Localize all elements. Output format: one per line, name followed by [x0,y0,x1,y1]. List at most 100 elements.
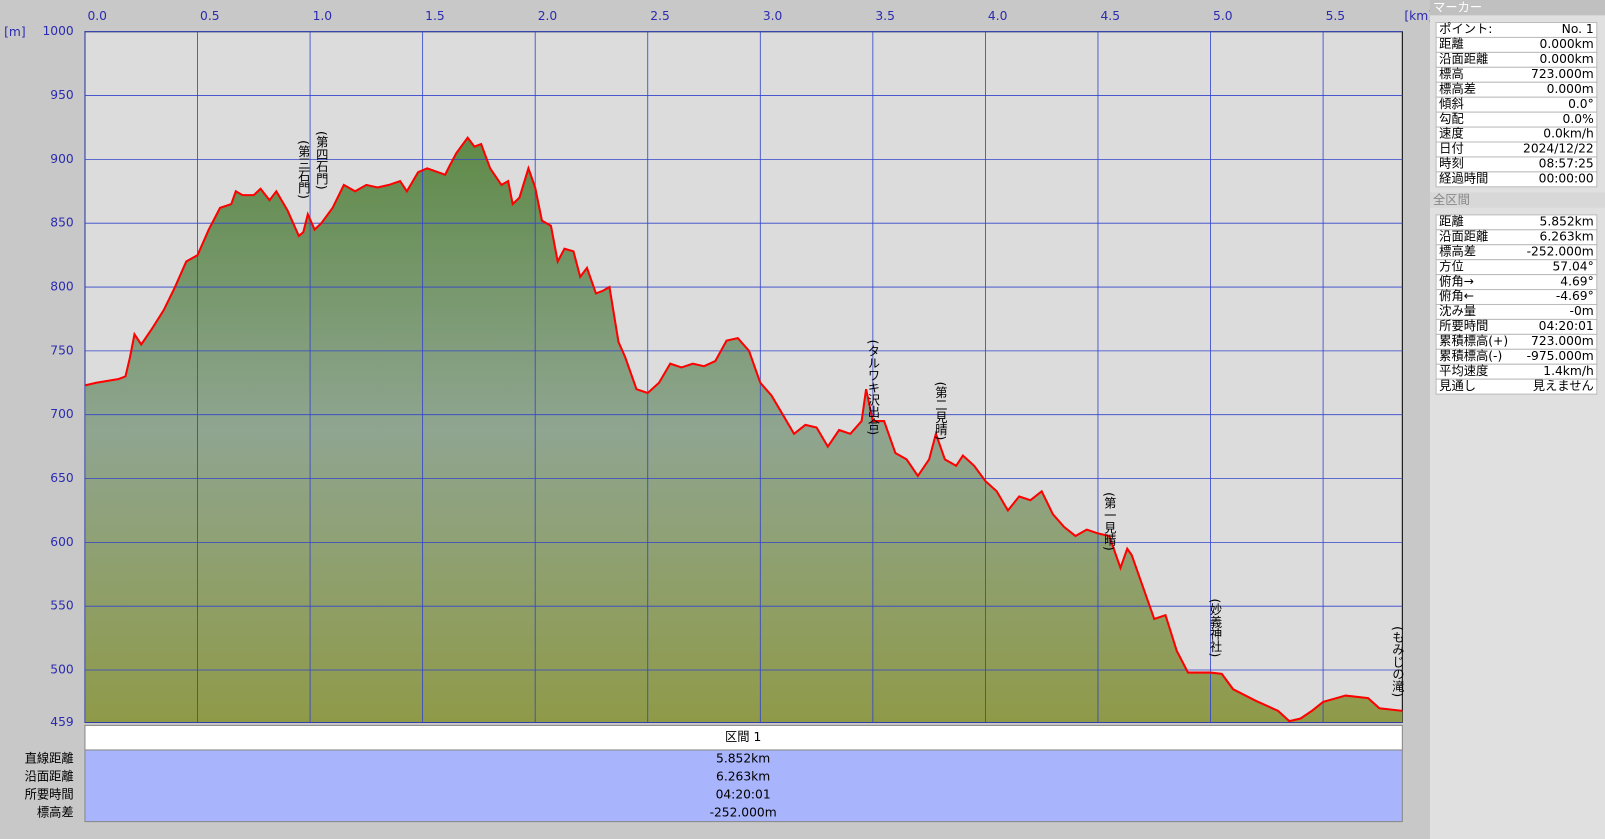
y-tick-label: 800 [50,280,73,294]
panel-key: 方位 [1439,258,1464,273]
panel-key: 標高差 [1439,81,1476,96]
y-tick-label: 900 [50,152,73,166]
panel-value: 4.69° [1560,274,1593,288]
panel-row [1435,378,1598,395]
x-tick-label: 1.0 [313,9,333,23]
panel-key: 沿面距離 [1439,52,1488,66]
panel-key: 標高 [1439,66,1464,81]
panel-key: 距離 [1439,215,1464,229]
x-tick-label: 2.0 [538,9,558,23]
panel-key: 傾斜 [1439,96,1464,111]
panel-key: 俯角← [1439,288,1474,303]
panel-value: 5.852km [1540,215,1594,229]
annotation: (第一見晴) [1102,492,1116,551]
panel-value: -0m [1570,304,1594,318]
panel-value: 2024/12/22 [1523,142,1594,156]
y-tick-label: 459 [50,715,73,729]
x-tick-label: 1.5 [425,9,445,23]
panel-key: ポイント: [1439,22,1492,36]
panel-header [1429,192,1605,208]
panel-key: 日付 [1439,142,1464,156]
y-tick-label: 850 [50,216,73,230]
annotation: (第三石門) [296,140,310,199]
panel-value: 見えません [1533,379,1594,393]
elevation-line [84,135,1403,723]
panel-value: -252.000m [1527,244,1594,258]
row-value: 6.263km [716,770,770,784]
panel-value: -4.69° [1556,289,1594,303]
x-tick-label: 0.5 [200,9,220,23]
y-tick-label: 750 [50,343,73,357]
row-value: -252.000m [710,805,777,819]
y-tick-label: 700 [50,407,73,421]
x-tick-label: 4.5 [1100,9,1120,23]
panel-key: 距離 [1439,37,1464,51]
x-tick-label: 5.5 [1326,9,1346,23]
x-tick-label: 4.0 [988,9,1008,23]
panel-value: 04:20:01 [1539,319,1594,333]
row-value: 04:20:01 [716,788,771,802]
panel-key: 累積標高(-) [1439,348,1502,363]
panel-title: マーカー [1433,1,1482,15]
panel-key: 沿面距離 [1439,229,1488,243]
panel-value: 08:57:25 [1539,157,1594,171]
panel-value: 00:00:00 [1539,172,1594,186]
panel-key: 所要時間 [1439,319,1488,333]
row-label: 所要時間 [25,788,74,802]
y-tick-label: 950 [50,88,73,102]
row-label: 沿面距離 [25,770,74,784]
panel-key: 平均速度 [1439,363,1488,378]
panel-value: 0.000km [1540,37,1594,51]
panel-value: 0.0% [1563,112,1594,126]
panel-value: 6.263km [1540,229,1594,243]
x-tick-label: 2.5 [650,9,670,23]
panel-value: 57.04° [1552,259,1593,273]
row-label: 直線距離 [25,751,74,766]
x-tick-label: 0.0 [87,9,107,23]
panel-key: 標高差 [1439,243,1476,258]
panel-value: 0.0km/h [1543,127,1593,141]
panel-key: 累積標高(+) [1439,333,1508,348]
x-tick-label: 3.5 [875,9,895,23]
table-title: 区間 1 [725,730,761,744]
y-unit: [m] [4,25,26,39]
panel-key: 経過時間 [1439,172,1488,186]
panel-key: 俯角→ [1439,273,1474,288]
y-tick-label: 650 [50,471,73,485]
panel-value: 723.000m [1531,334,1594,348]
panel-value: 0.000km [1540,52,1594,66]
panel-value: 1.4km/h [1543,364,1593,378]
y-tick-label: 600 [50,535,73,549]
annotation: (タルワキ沢出合) [866,340,880,436]
panel-key: 沈み量 [1439,303,1476,318]
panel-header [1429,0,1605,16]
x-tick-label: 3.0 [763,9,783,23]
table-header [84,724,1403,751]
y-tick-label: 500 [50,663,73,677]
annotation: (第四石門) [314,131,328,190]
panel-key: 見通し [1439,379,1476,393]
panel-value: 723.000m [1531,67,1594,81]
y-tick-label: 1000 [42,24,73,38]
panel-key: 勾配 [1439,112,1464,126]
row-value: 5.852km [716,752,770,766]
panel-row [1435,171,1598,188]
annotation: (第二見晴) [933,382,947,441]
panel-value: -975.000m [1527,349,1594,363]
table-body [84,749,1403,823]
x-tick-label: 5.0 [1213,9,1233,23]
panel-key: 時刻 [1439,157,1464,171]
panel-title: 全区間 [1433,192,1470,207]
panel-value: 0.000m [1547,82,1594,96]
panel-key: 速度 [1439,126,1464,141]
panel-value: 0.0° [1568,97,1594,111]
row-label: 標高差 [37,804,74,819]
area-fill [84,137,1403,723]
annotation: (妙義神社) [1208,599,1222,658]
y-tick-label: 550 [50,599,73,613]
annotation: (もみじの滝) [1390,626,1404,697]
panel-value: No. 1 [1562,22,1594,36]
x-unit: [km] [1404,9,1433,23]
